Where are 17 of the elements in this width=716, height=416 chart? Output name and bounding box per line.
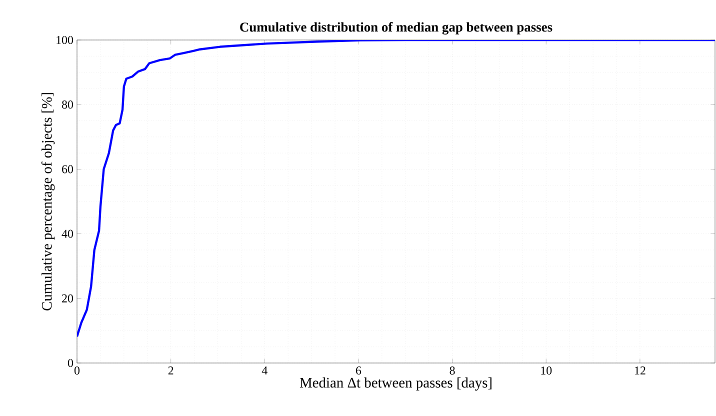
x-tick-label: 10 — [541, 366, 552, 375]
y-axis-title: Cumulative percentage of objects [%] — [41, 93, 55, 310]
x-tick-label: 0 — [74, 366, 80, 375]
chart-title: Cumulative distribution of median gap between passes — [240, 22, 552, 34]
y-tick-label: 100 — [56, 36, 74, 44]
x-axis-title: Median Δt between passes [days] — [300, 377, 492, 391]
x-tick-label: 4 — [262, 366, 268, 374]
x-tick-label: 8 — [450, 366, 455, 375]
x-tick-label: 6 — [356, 366, 362, 375]
y-tick-label: 80 — [62, 100, 74, 109]
x-tick-label: 12 — [635, 366, 646, 374]
x-tick-label: 2 — [168, 366, 174, 374]
y-tick-label: 0 — [68, 358, 74, 368]
y-tick-label: 20 — [62, 294, 74, 302]
y-tick-label: 60 — [62, 165, 74, 174]
y-tick-label: 40 — [62, 230, 74, 238]
line-series — [77, 40, 716, 338]
